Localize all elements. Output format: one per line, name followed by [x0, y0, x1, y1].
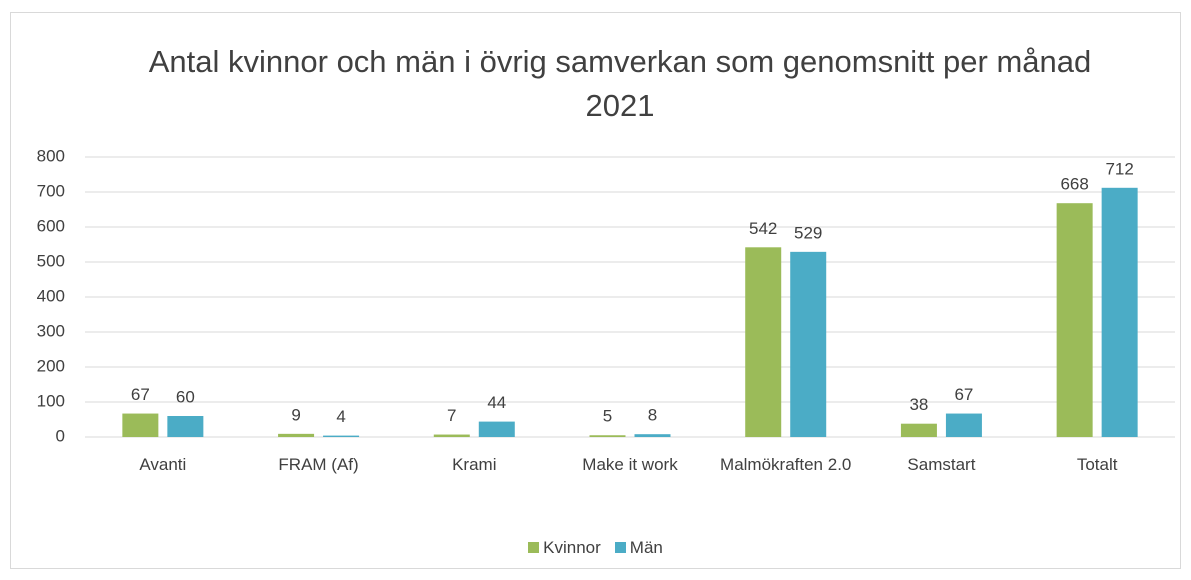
y-tick-label: 100 — [37, 391, 65, 410]
bar — [433, 434, 470, 437]
bar — [278, 433, 315, 437]
data-label: 4 — [336, 407, 345, 426]
bar — [745, 247, 782, 437]
data-label: 5 — [603, 407, 612, 426]
data-label: 542 — [749, 219, 777, 238]
data-label: 9 — [291, 405, 300, 424]
y-tick-label: 700 — [37, 181, 65, 200]
legend-swatch — [614, 542, 626, 553]
bar — [945, 413, 982, 437]
chart-border — [10, 12, 1181, 569]
data-label: 529 — [794, 223, 822, 242]
bar — [900, 423, 937, 437]
x-tick-label: Make it work — [582, 455, 678, 474]
data-label: 67 — [131, 385, 150, 404]
bar — [634, 434, 671, 437]
x-tick-label: Malmökraften 2.0 — [720, 455, 852, 474]
x-tick-label: Totalt — [1076, 455, 1118, 474]
data-label: 60 — [176, 387, 195, 406]
bar — [790, 251, 827, 437]
bar — [323, 435, 360, 437]
bar — [167, 416, 204, 437]
x-tick-label: Krami — [452, 455, 497, 474]
y-tick-label: 200 — [37, 356, 65, 375]
legend-item: Kvinnor — [528, 538, 601, 558]
y-tick-label: 0 — [56, 426, 65, 445]
bar — [1101, 187, 1138, 437]
bar — [1056, 203, 1093, 437]
y-tick-label: 600 — [37, 216, 65, 235]
data-label: 7 — [447, 406, 456, 425]
data-label: 44 — [487, 393, 506, 412]
legend-item: Män — [614, 538, 663, 558]
bar — [589, 435, 626, 437]
data-label: 67 — [954, 385, 973, 404]
y-tick-label: 300 — [37, 321, 65, 340]
legend-label: Män — [629, 538, 663, 557]
legend-swatch — [528, 542, 540, 553]
x-tick-label: FRAM (Af) — [278, 455, 359, 474]
data-label: 8 — [648, 406, 657, 425]
y-tick-label: 400 — [37, 286, 65, 305]
bar — [478, 421, 515, 437]
chart-title: Antal kvinnor och män i övrig samverkan … — [148, 44, 1092, 123]
data-label: 668 — [1060, 175, 1088, 194]
x-tick-label: Samstart — [907, 455, 976, 474]
legend-label: Kvinnor — [543, 538, 601, 557]
data-label: 712 — [1105, 159, 1133, 178]
data-label: 38 — [909, 395, 928, 414]
x-tick-label: Avanti — [139, 455, 187, 474]
y-tick-label: 500 — [37, 251, 65, 270]
legend: Kvinnor Män — [0, 538, 1191, 558]
bar — [122, 413, 159, 437]
y-tick-label: 800 — [37, 146, 65, 165]
